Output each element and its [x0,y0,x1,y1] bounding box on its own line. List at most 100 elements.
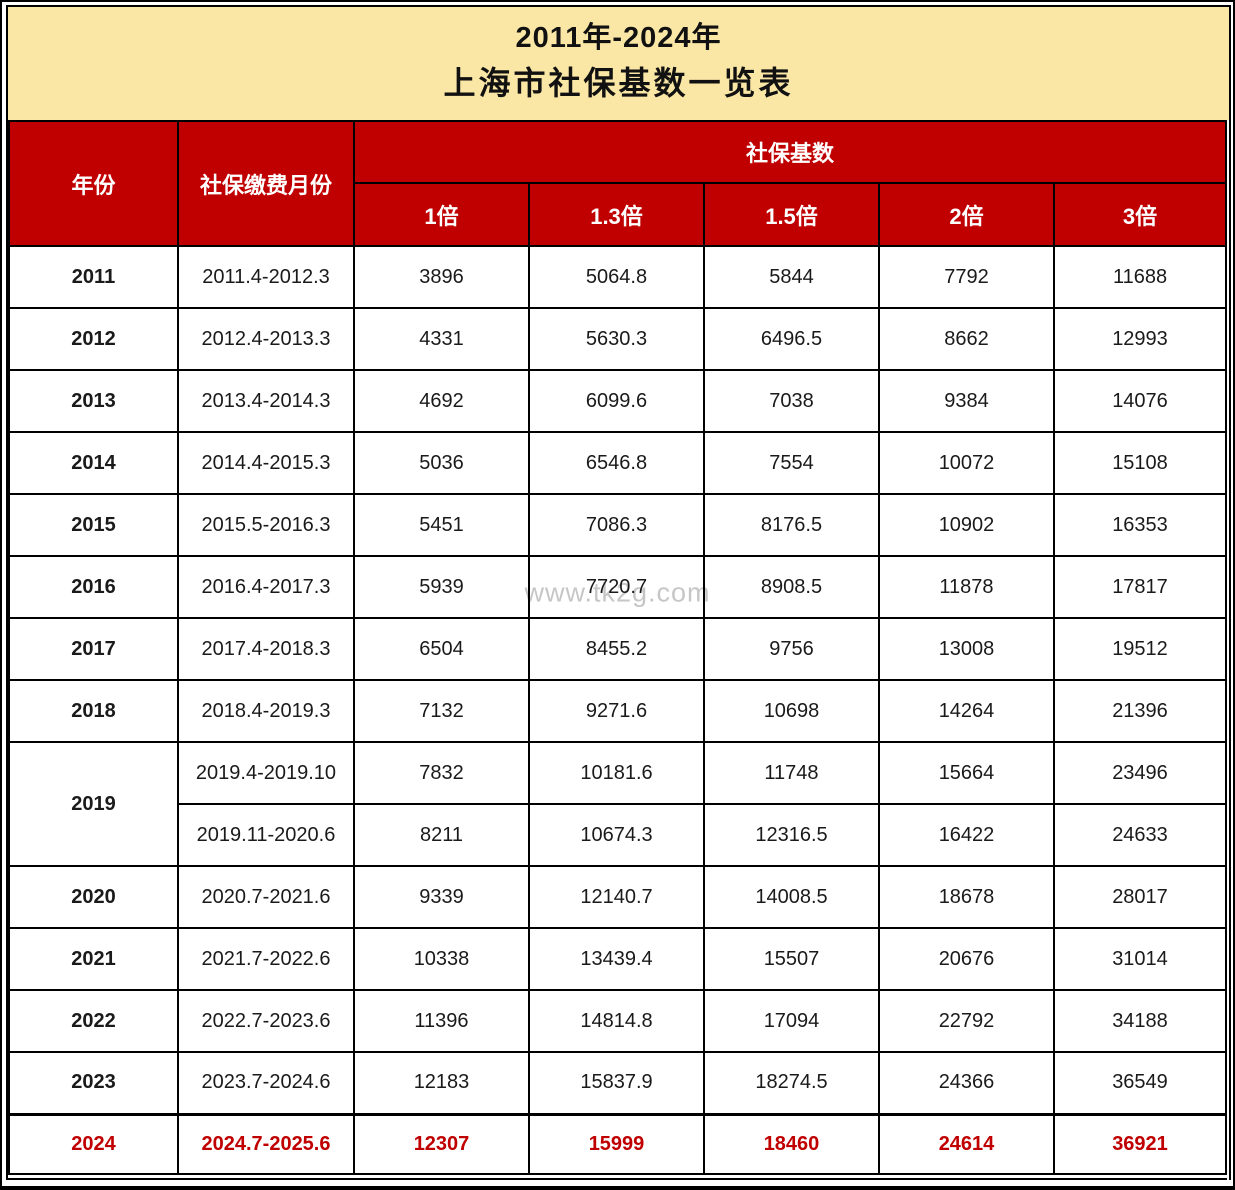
base-2x-cell: 18678 [878,865,1055,929]
base-1x-cell: 5036 [353,431,530,495]
period-cell: 2020.7-2021.6 [177,865,355,929]
base-1x-cell: 9339 [353,865,530,929]
base-3x-cell: 36921 [1052,1112,1228,1180]
table-row: 2013 2013.4-2014.3 4692 6099.6 7038 9384… [8,369,1228,433]
year-cell: 2022 [8,989,179,1053]
social-security-sheet: 2011年-2024年 上海市社保基数一览表 年份 社保缴费月份 社保基数 [6,5,1231,1180]
base-3x-cell: 12993 [1052,307,1228,371]
base-3x-cell: 24633 [1052,803,1228,867]
base-2x-cell: 22792 [878,989,1055,1053]
table-row-2024-highlight: 2024 2024.7-2025.6 12307 15999 18460 246… [8,1112,1228,1180]
base-1.5x-cell: 9756 [703,617,880,681]
base-1.5x-cell: 18460 [703,1112,880,1180]
base-2x-cell: 8662 [878,307,1055,371]
header-payment-months: 社保缴费月份 [177,120,355,247]
year-cell: 2021 [8,927,179,991]
header-base-group: 社保基数 [352,120,1228,184]
year-cell: 2023 [8,1051,179,1115]
base-2x-cell: 7792 [878,245,1055,309]
base-1x-cell: 6504 [353,617,530,681]
base-3x-cell: 11688 [1052,245,1228,309]
base-1.3x-cell: 7720.7 [528,555,705,619]
base-2x-cell: 24366 [878,1051,1055,1115]
table-row: 2022 2022.7-2023.6 11396 14814.8 17094 2… [8,989,1228,1053]
base-1.3x-cell: 9271.6 [528,679,705,743]
base-1.3x-cell: 15837.9 [528,1051,705,1115]
period-cell: 2016.4-2017.3 [177,555,355,619]
header-multiplier-3x: 3倍 [1052,182,1228,247]
base-2x-cell: 10072 [878,431,1055,495]
period-cell: 2021.7-2022.6 [177,927,355,991]
base-1.5x-cell: 17094 [703,989,880,1053]
base-3x-cell: 31014 [1052,927,1228,991]
base-3x-cell: 28017 [1052,865,1228,929]
base-2x-cell: 14264 [878,679,1055,743]
year-cell: 2018 [8,679,179,743]
base-2x-cell: 24614 [878,1112,1055,1180]
base-1.3x-cell: 8455.2 [528,617,705,681]
base-3x-cell: 15108 [1052,431,1228,495]
base-2x-cell: 11878 [878,555,1055,619]
base-1.3x-cell: 15999 [528,1112,705,1180]
base-1.5x-cell: 10698 [703,679,880,743]
base-1.3x-cell: 5630.3 [528,307,705,371]
period-cell: 2019.4-2019.10 [177,741,355,805]
period-cell: 2019.11-2020.6 [177,803,355,867]
base-3x-cell: 21396 [1052,679,1228,743]
period-cell: 2017.4-2018.3 [177,617,355,681]
year-cell-2019-merged: 2019 [8,741,179,867]
base-1.5x-cell: 12316.5 [703,803,880,867]
base-1x-cell: 11396 [353,989,530,1053]
table-row: 2020 2020.7-2021.6 9339 12140.7 14008.5 … [8,865,1228,929]
base-1.3x-cell: 10181.6 [528,741,705,805]
base-1.5x-cell: 18274.5 [703,1051,880,1115]
table-row: 2021 2021.7-2022.6 10338 13439.4 15507 2… [8,927,1228,991]
table-row: 2023 2023.7-2024.6 12183 15837.9 18274.5… [8,1051,1228,1115]
table-row: 2016 2016.4-2017.3 5939 7720.7 8908.5 11… [8,555,1228,619]
base-3x-cell: 23496 [1052,741,1228,805]
header-multiplier-1x: 1倍 [353,182,530,247]
year-cell: 2016 [8,555,179,619]
period-cell: 2013.4-2014.3 [177,369,355,433]
base-1.5x-cell: 5844 [703,245,880,309]
base-1.5x-cell: 15507 [703,927,880,991]
period-cell: 2024.7-2025.6 [177,1112,355,1180]
base-1.5x-cell: 6496.5 [703,307,880,371]
base-1.3x-cell: 14814.8 [528,989,705,1053]
base-1x-cell: 12183 [353,1051,530,1115]
base-1x-cell: 4692 [353,369,530,433]
base-3x-cell: 17817 [1052,555,1228,619]
year-cell: 2013 [8,369,179,433]
period-cell: 2014.4-2015.3 [177,431,355,495]
base-1x-cell: 4331 [353,307,530,371]
social-security-base-table: 年份 社保缴费月份 社保基数 1倍 1.3倍 1.5倍 2倍 3倍 2011 2… [8,120,1228,1180]
table-row: 2011 2011.4-2012.3 3896 5064.8 5844 7792… [8,245,1228,309]
base-1.3x-cell: 12140.7 [528,865,705,929]
table-row: 2014 2014.4-2015.3 5036 6546.8 7554 1007… [8,431,1228,495]
base-1.3x-cell: 6546.8 [528,431,705,495]
year-cell: 2011 [8,245,179,309]
base-2x-cell: 20676 [878,927,1055,991]
period-cell: 2015.5-2016.3 [177,493,355,557]
base-2x-cell: 13008 [878,617,1055,681]
base-3x-cell: 36549 [1052,1051,1228,1115]
base-1x-cell: 7132 [353,679,530,743]
year-cell: 2017 [8,617,179,681]
base-1.5x-cell: 11748 [703,741,880,805]
period-cell: 2011.4-2012.3 [177,245,355,309]
base-3x-cell: 19512 [1052,617,1228,681]
page-title-name: 上海市社保基数一览表 [443,65,794,101]
base-1.3x-cell: 5064.8 [528,245,705,309]
table-row: 2012 2012.4-2013.3 4331 5630.3 6496.5 86… [8,307,1228,371]
header-year: 年份 [8,120,179,247]
base-2x-cell: 10902 [878,493,1055,557]
year-cell: 2015 [8,493,179,557]
base-1.5x-cell: 14008.5 [703,865,880,929]
table-row: 2019.11-2020.6 8211 10674.3 12316.5 1642… [9,803,1228,867]
period-cell: 2018.4-2019.3 [177,679,355,743]
base-1.5x-cell: 8176.5 [703,493,880,557]
base-1.5x-cell: 7554 [703,431,880,495]
table-row: 2018 2018.4-2019.3 7132 9271.6 10698 142… [8,679,1228,743]
base-1x-cell: 8211 [353,803,530,867]
base-3x-cell: 16353 [1052,493,1228,557]
